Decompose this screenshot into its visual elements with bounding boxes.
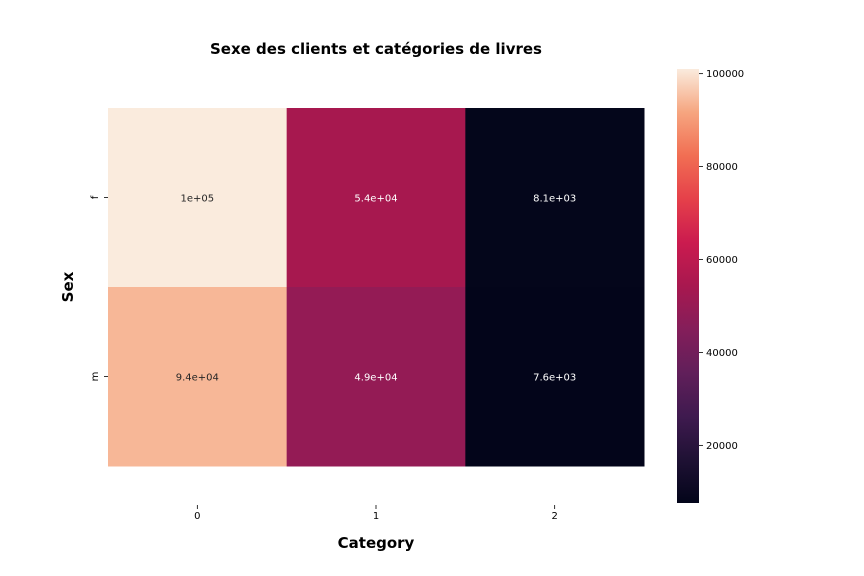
colorbar-tick-label: 100000 bbox=[706, 69, 744, 80]
cell-value-label: 5.4e+04 bbox=[354, 194, 397, 205]
y-tick-label: m bbox=[90, 372, 101, 382]
heatmap-cell bbox=[286, 108, 466, 288]
cell-value-label: 4.9e+04 bbox=[354, 373, 397, 384]
heatmap-cells bbox=[108, 108, 645, 467]
y-tick-label: f bbox=[90, 195, 101, 199]
x-tick-label: 0 bbox=[194, 511, 200, 522]
heatmap-cell bbox=[286, 287, 466, 467]
y-axis-label: Sex bbox=[59, 271, 77, 302]
x-axis-ticks: 0 1 2 bbox=[194, 505, 558, 522]
colorbar-tick-label: 20000 bbox=[706, 441, 738, 452]
heatmap-cell-labels: 1e+05 5.4e+04 8.1e+03 9.4e+04 4.9e+04 7.6e+03 bbox=[176, 194, 577, 384]
cell-value-label: 7.6e+03 bbox=[533, 373, 576, 384]
colorbar-tick-label: 80000 bbox=[706, 162, 738, 173]
colorbar-tick-label: 40000 bbox=[706, 348, 738, 359]
x-axis-label: Category bbox=[338, 534, 415, 552]
chart-title: Sexe des clients et catégories de livres bbox=[210, 40, 542, 58]
cell-value-label: 9.4e+04 bbox=[176, 373, 219, 384]
x-tick-label: 2 bbox=[551, 511, 557, 522]
heatmap-cell bbox=[465, 287, 645, 467]
heatmap-cell bbox=[108, 287, 288, 467]
colorbar-ticks: 20000 40000 60000 80000 100000 bbox=[699, 69, 744, 452]
cell-value-label: 8.1e+03 bbox=[533, 194, 576, 205]
x-tick-label: 1 bbox=[373, 511, 379, 522]
colorbar-tick-label: 60000 bbox=[706, 255, 738, 266]
heatmap-cell bbox=[108, 108, 288, 288]
heatmap-cell bbox=[465, 108, 645, 288]
colorbar bbox=[677, 69, 699, 503]
y-axis-ticks: fm bbox=[90, 195, 108, 381]
cell-value-label: 1e+05 bbox=[181, 194, 215, 205]
